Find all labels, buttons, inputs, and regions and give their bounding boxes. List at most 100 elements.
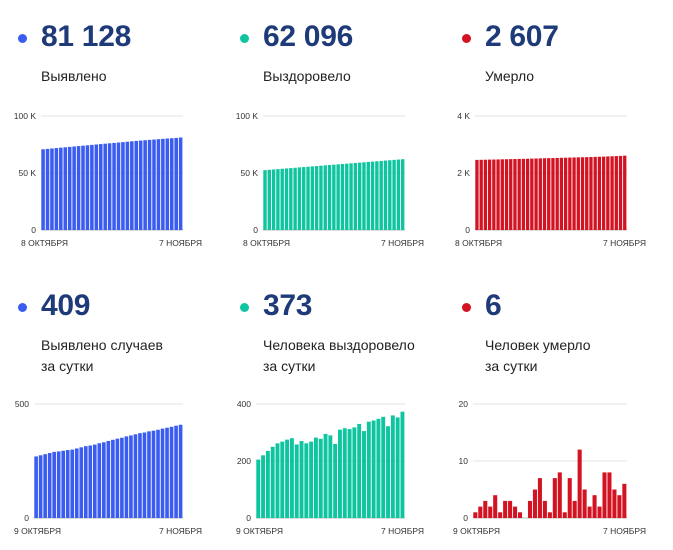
- bar: [362, 431, 366, 518]
- bar: [271, 169, 276, 230]
- y-tick-label: 0: [253, 225, 258, 235]
- bar: [256, 459, 261, 518]
- bar: [318, 438, 323, 518]
- bar: [493, 495, 498, 518]
- bar: [392, 159, 396, 230]
- y-tick-label: 500: [15, 399, 29, 409]
- bar: [527, 500, 533, 518]
- panel-daily-deaths: 6 Человек умерло за сутки 0 10 20 9 ОКТЯБРЯ…: [444, 288, 662, 550]
- stat-value: 409: [41, 289, 91, 322]
- bar: [610, 156, 614, 230]
- bar: [65, 450, 70, 518]
- bar: [530, 158, 534, 230]
- bar: [587, 506, 592, 518]
- bar: [503, 500, 508, 518]
- bar: [160, 428, 165, 518]
- bar: [400, 411, 405, 518]
- caption-line: за сутки: [263, 358, 316, 374]
- bar: [585, 157, 589, 230]
- bar: [129, 435, 133, 518]
- bar: [142, 432, 147, 518]
- bar: [532, 489, 537, 518]
- bar: [513, 159, 517, 230]
- bar: [601, 156, 606, 230]
- bar: [542, 158, 547, 230]
- bar: [103, 143, 107, 230]
- bar: [280, 168, 284, 230]
- bar: [568, 157, 572, 230]
- bar: [577, 449, 582, 518]
- y-tick-label: 0: [465, 225, 470, 235]
- panel-daily-recovered: 373 Человека выздоровело за сутки 0 200 40…: [222, 288, 440, 550]
- bar: [72, 146, 76, 230]
- bar: [592, 495, 597, 518]
- x-tick-label: 9 ОКТЯБРЯ: [453, 526, 500, 536]
- bar: [353, 162, 358, 230]
- bar: [125, 141, 130, 230]
- y-tick-label: 2 K: [457, 168, 470, 178]
- bar: [294, 444, 299, 518]
- bar: [116, 142, 121, 230]
- bar: [352, 427, 357, 518]
- bar: [161, 138, 165, 230]
- bar: [542, 500, 547, 518]
- bar: [304, 443, 309, 518]
- bar: [381, 416, 386, 518]
- bar: [174, 137, 178, 230]
- stat-caption: Выявлено случаев за сутки: [41, 335, 163, 377]
- bar: [483, 159, 488, 230]
- bar: [133, 434, 138, 518]
- bar: [593, 156, 597, 230]
- bar: [106, 440, 111, 518]
- bar: [98, 144, 103, 230]
- y-tick-label: 0: [31, 225, 36, 235]
- panel-total-deaths: 2 607 Умерло 0 2 K 4 K 8 ОКТЯБРЯ 7 НОЯБРЯ: [444, 0, 662, 262]
- bar: [85, 145, 90, 230]
- bar: [147, 431, 151, 518]
- bar: [366, 161, 370, 230]
- bar: [138, 433, 142, 518]
- bar: [487, 159, 492, 230]
- bar: [270, 446, 275, 518]
- bar: [112, 142, 116, 230]
- bar: [297, 167, 302, 230]
- bar: [347, 429, 352, 518]
- bar: [589, 157, 593, 230]
- bar: [552, 478, 557, 518]
- x-tick-label: 7 НОЯБРЯ: [159, 238, 202, 248]
- bar: [338, 429, 342, 518]
- stat-caption: Умерло: [485, 66, 534, 87]
- bar: [97, 443, 102, 518]
- teal-bullet-icon: [240, 303, 249, 312]
- bar: [376, 418, 381, 518]
- panel-total-recovered: 62 096 Выздоровело 0 50 K 100 K 8 ОКТЯБРЯ 7 …: [222, 0, 440, 262]
- bar: [492, 159, 496, 230]
- bar: [332, 164, 336, 230]
- bar: [557, 472, 562, 518]
- bar: [475, 159, 479, 230]
- bar: [375, 161, 379, 230]
- bar: [478, 506, 483, 518]
- red-bullet-icon: [462, 34, 471, 43]
- y-tick-label: 20: [459, 399, 469, 409]
- bar: [302, 167, 306, 230]
- bar: [342, 428, 347, 518]
- bar: [61, 450, 66, 518]
- bar: [340, 163, 345, 230]
- bar: [276, 169, 280, 230]
- bar: [43, 454, 47, 518]
- bar: [576, 157, 580, 230]
- bar: [267, 169, 271, 230]
- bar: [124, 436, 129, 518]
- bar-chart: 0 500 9 ОКТЯБРЯ 7 НОЯБРЯ: [14, 399, 202, 536]
- bar: [562, 512, 567, 518]
- bar: [606, 156, 610, 230]
- y-tick-label: 100 K: [236, 111, 259, 121]
- x-tick-label: 9 ОКТЯБРЯ: [236, 526, 283, 536]
- bar-chart: 0 10 20 9 ОКТЯБРЯ 7 НОЯБРЯ: [453, 399, 646, 536]
- bar: [328, 435, 333, 518]
- x-tick-label: 8 ОКТЯБРЯ: [455, 238, 502, 248]
- bar: [383, 160, 388, 230]
- bar: [572, 157, 576, 230]
- bar: [509, 159, 513, 230]
